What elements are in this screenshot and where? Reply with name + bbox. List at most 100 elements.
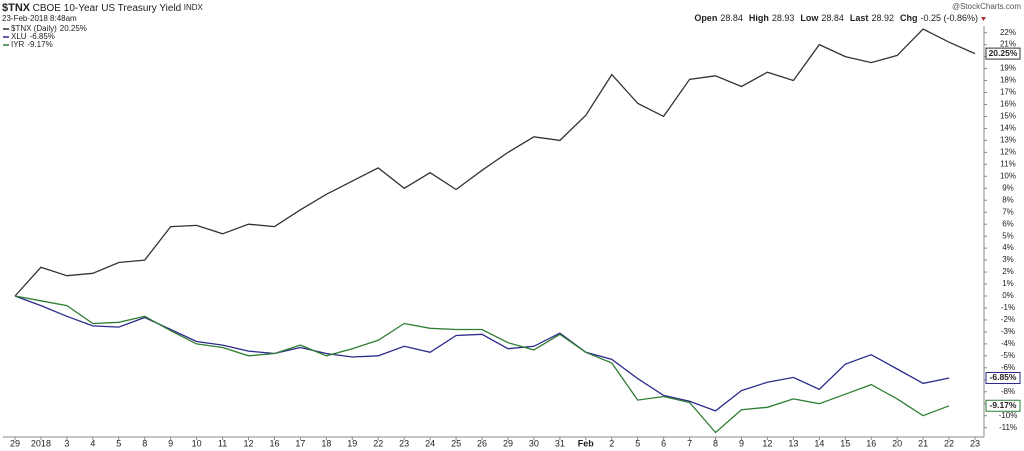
y-tick-label: 22% [1000, 28, 1016, 37]
y-tick-label: 15% [1000, 112, 1016, 121]
y-tick-label: 16% [1000, 100, 1016, 109]
y-tick-label: -3% [1001, 327, 1015, 336]
x-tick-label: 16 [269, 438, 279, 448]
end-label-box [985, 371, 1021, 384]
x-tick-label: 25 [451, 438, 461, 448]
x-tick-label: 20 [892, 438, 902, 448]
y-tick-label: 1% [1002, 279, 1014, 288]
y-tick-label: -6% [1001, 363, 1015, 372]
y-tick-label: 4% [1002, 243, 1014, 252]
y-tick-label: 21% [1000, 40, 1016, 49]
quote-value: 28.93 [772, 13, 795, 23]
x-tick-label: 22 [944, 438, 954, 448]
end-label: -9.17% [990, 400, 1017, 410]
end-label: -6.85% [990, 372, 1017, 382]
y-tick-label: -11% [999, 423, 1017, 432]
x-tick-label: 24 [425, 438, 435, 448]
x-tick-label: 8 [713, 438, 718, 448]
y-tick-label: -4% [1001, 339, 1015, 348]
x-tick-label: 22 [373, 438, 383, 448]
x-tick-label: 14 [814, 438, 824, 448]
legend-name: IYR [11, 40, 25, 49]
end-label-box [985, 47, 1021, 60]
legend-value: -6.85% [30, 32, 55, 41]
x-tick-label: 7 [687, 438, 692, 448]
y-tick-label: -1% [1001, 303, 1015, 312]
quote-value: 28.84 [720, 13, 743, 23]
y-tick-label: -10% [999, 411, 1018, 420]
quote: Open 28.84 High 28.93 Low 28.84 Last 28.92 Chg -0… [694, 13, 978, 23]
x-tick-label: 15 [840, 438, 850, 448]
x-tick-label: 9 [168, 438, 173, 448]
end-label: 20.25% [989, 48, 1018, 58]
legend-entry: $TNX (Daily) 20.25% [11, 24, 87, 33]
y-tick-label: 5% [1002, 231, 1014, 240]
y-tick-label: 19% [1000, 64, 1016, 73]
x-tick-label: 4 [90, 438, 95, 448]
y-tick-label: 3% [1002, 255, 1014, 264]
x-tick-label: 16 [866, 438, 876, 448]
y-tick-label: -5% [1001, 351, 1015, 360]
x-tick-label: 13 [788, 438, 798, 448]
x-tick-label: 26 [477, 438, 487, 448]
quote-label: Chg [900, 13, 918, 23]
y-tick-label: 17% [1000, 88, 1016, 97]
x-tick-label: 5 [635, 438, 640, 448]
y-tick-label: 12% [1000, 147, 1016, 156]
y-tick-label: 11% [1000, 159, 1015, 168]
quote-label: High [749, 13, 769, 23]
brand: @StockCharts.com [952, 2, 1021, 11]
legend-value: -9.17% [27, 40, 52, 49]
quote-label: Open [694, 13, 717, 23]
x-tick-label: 23 [970, 438, 980, 448]
date: 23-Feb-2018 8:48am [2, 14, 77, 23]
y-tick-label: 8% [1002, 195, 1014, 204]
series-line [14, 295, 950, 434]
x-tick-label: 5 [116, 438, 121, 448]
y-tick-label: 6% [1002, 219, 1014, 228]
x-tick-label: 6 [661, 438, 666, 448]
legend-entry: IYR -9.17% [11, 40, 53, 49]
y-tick-label: 2% [1002, 267, 1014, 276]
x-tick-label: 30 [529, 438, 539, 448]
exchange: INDX [184, 3, 204, 12]
y-tick-label: 7% [1002, 207, 1014, 216]
x-tick-label: 8 [142, 438, 147, 448]
y-tick-label: 13% [1000, 135, 1016, 144]
series-line [14, 295, 950, 412]
x-tick-label: 10 [192, 438, 202, 448]
x-tick-label: 17 [295, 438, 305, 448]
down-arrow [981, 17, 986, 21]
symbol: $TNX [2, 2, 31, 14]
quote-label: Last [850, 13, 869, 23]
legend-name: $TNX (Daily) [11, 24, 57, 33]
header-line: $TNX CBOE 10-Year US Treasury Yield INDX [2, 2, 204, 14]
title: CBOE 10-Year US Treasury Yield [33, 3, 182, 14]
x-tick-label: 29 [10, 438, 20, 448]
x-tick-label: 2018 [31, 438, 51, 448]
x-tick-label: 11 [218, 438, 227, 448]
x-tick-label: 2 [609, 438, 614, 448]
quote-value: 28.92 [871, 13, 894, 23]
series-line [14, 28, 976, 297]
quote-value: -0.25 (-0.86%) [920, 13, 978, 23]
x-tick-label: 12 [244, 438, 254, 448]
y-tick-label: -2% [1001, 315, 1015, 324]
quote-value: 28.84 [821, 13, 844, 23]
end-label-box [985, 399, 1021, 412]
y-tick-label: 0% [1002, 291, 1014, 300]
quote-label: Low [800, 13, 819, 23]
x-tick-label: 19 [347, 438, 357, 448]
x-tick-label: 9 [739, 438, 744, 448]
x-tick-label: 12 [762, 438, 772, 448]
y-tick-label: 18% [1000, 76, 1016, 85]
x-tick-label: 21 [918, 438, 928, 448]
legend-entry: XLU -6.85% [11, 32, 55, 41]
y-tick-label: -8% [1001, 387, 1015, 396]
y-tick-label: 10% [1000, 171, 1016, 180]
legend-name: XLU [11, 32, 27, 41]
x-tick-label: 29 [503, 438, 513, 448]
y-tick-label: 9% [1002, 183, 1014, 192]
x-tick-label: Feb [578, 438, 595, 448]
